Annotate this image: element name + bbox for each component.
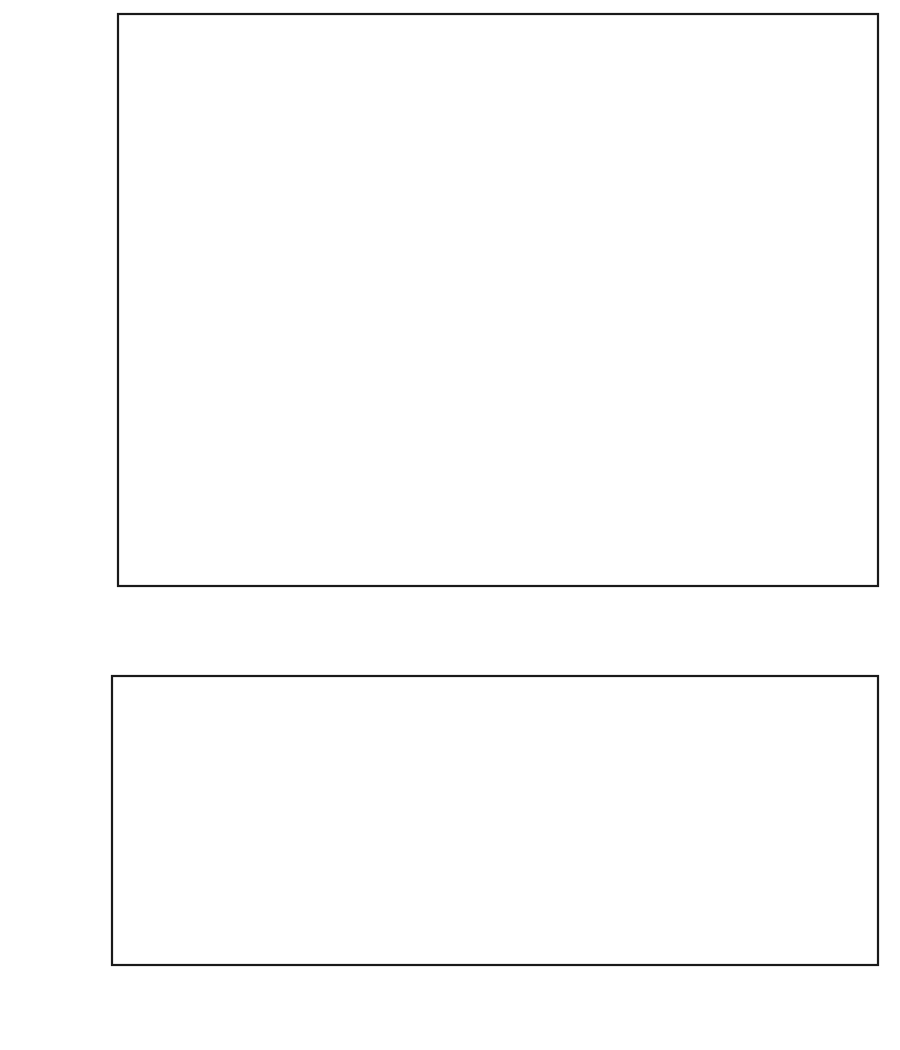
top-panel-magnitude-fit (116, 12, 880, 588)
bottom-panel-frame (110, 674, 880, 967)
top-panel-frame (116, 12, 880, 588)
bottom-panel-residuals (110, 674, 880, 967)
